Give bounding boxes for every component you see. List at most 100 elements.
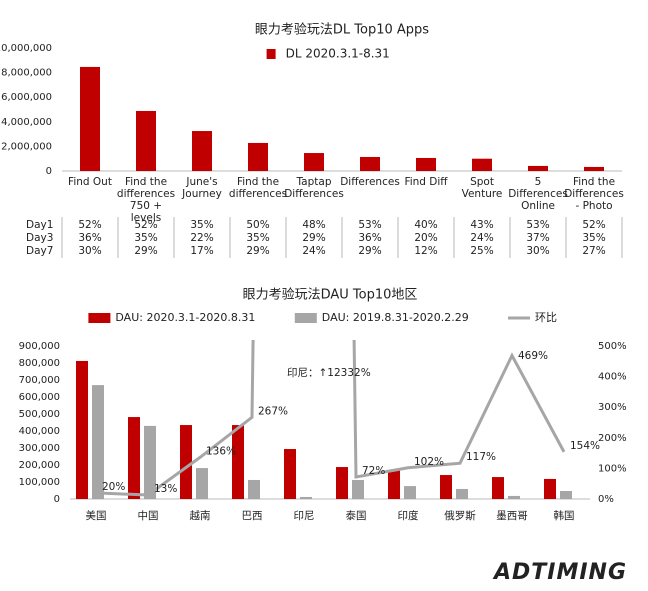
table-cell: 52%	[78, 219, 101, 231]
bar	[300, 496, 312, 499]
legend-label: DAU: 2020.3.1-2020.8.31	[115, 311, 255, 324]
x-tick-label: 泰国	[345, 510, 367, 522]
legend-label: DL 2020.3.1-8.31	[286, 47, 390, 61]
data-label: 154%	[570, 440, 600, 452]
bar	[232, 425, 244, 499]
x-tick-label: 美国	[85, 510, 107, 522]
table-cell: 20%	[414, 232, 437, 244]
y-tick-label: 10,000,000	[0, 43, 52, 54]
x-tick-label: 巴西	[241, 510, 263, 522]
logo: ADTIMING	[492, 560, 627, 585]
row-label: Day1	[26, 219, 53, 231]
data-label: 13%	[154, 483, 177, 495]
y-tick-label: 6,000,000	[1, 92, 52, 103]
bar	[248, 479, 260, 499]
row-label: Day3	[26, 232, 53, 244]
x-label-box: 泰国	[345, 510, 367, 522]
table-cell: 25%	[470, 245, 493, 257]
table-cell: 29%	[302, 232, 325, 244]
chart-title: 眼力考验玩法DL Top10 Apps	[255, 22, 429, 38]
x-label-box: Find Out	[68, 176, 112, 188]
bar	[76, 360, 88, 499]
y2-tick-label: 400%	[598, 372, 627, 383]
bar	[416, 157, 436, 171]
data-label: 117%	[466, 451, 496, 463]
y-tick-label: 800,000	[19, 358, 60, 369]
x-tick-label: 韩国	[553, 510, 575, 522]
x-tick-label: Find Out	[68, 176, 112, 188]
table-cell: 30%	[526, 245, 549, 257]
table-cell: 17%	[190, 245, 213, 257]
bar	[128, 417, 140, 499]
x-label-box: Find the Differences - Photo	[564, 176, 624, 212]
bar	[544, 478, 556, 499]
y-tick-label: 600,000	[19, 392, 60, 403]
x-label-box: 越南	[189, 510, 211, 522]
x-tick-label: June's Journey	[182, 176, 222, 200]
bar	[284, 449, 296, 499]
x-label-box: 印度	[398, 510, 419, 522]
table-cell: 50%	[246, 219, 269, 231]
x-label-box: 中国	[137, 510, 159, 522]
y2-tick-label: 300%	[598, 402, 627, 413]
x-label-box: 5 Differences Online	[508, 176, 568, 212]
bar	[560, 491, 572, 499]
table-cell: 29%	[246, 245, 269, 257]
x-tick-label: Differences	[340, 176, 400, 188]
legend-label: DAU: 2019.8.31-2020.2.29	[322, 311, 469, 324]
bar	[528, 165, 548, 171]
table-cell: 43%	[470, 219, 493, 231]
table-cell: 30%	[78, 245, 101, 257]
table-cell: 36%	[358, 232, 381, 244]
x-tick-label: Taptap Differences	[284, 176, 344, 200]
y-tick-label: 700,000	[19, 375, 60, 386]
table-cell: 53%	[358, 219, 381, 231]
data-label: 267%	[258, 405, 288, 417]
x-tick-label: Spot Venture	[461, 176, 503, 200]
bar	[248, 142, 268, 171]
x-label-box: Spot Venture	[461, 176, 503, 200]
table-cell: 35%	[246, 232, 269, 244]
row-label: Day7	[26, 245, 53, 257]
table-cell: 24%	[470, 232, 493, 244]
table-cell: 48%	[302, 219, 325, 231]
bar	[404, 486, 416, 499]
bar	[336, 467, 348, 499]
y-tick-label: 0	[54, 494, 60, 505]
x-tick-label: Find the Differences - Photo	[564, 176, 624, 212]
y-tick-label: 100,000	[19, 477, 60, 488]
x-label-box: Find the differences 750 + levels	[117, 176, 175, 224]
legend-swatch	[266, 49, 276, 59]
table-cell: 52%	[134, 219, 157, 231]
y-tick-label: 200,000	[19, 460, 60, 471]
legend-label: 环比	[535, 311, 557, 324]
bar	[352, 479, 364, 499]
bar	[508, 495, 520, 499]
bar	[456, 488, 468, 499]
y2-tick-label: 0%	[598, 494, 614, 505]
x-label-box: 印尼	[294, 510, 315, 522]
data-label: 印尼：↑12332%	[287, 367, 371, 379]
table-cell: 37%	[526, 232, 549, 244]
bar	[92, 385, 104, 499]
bar	[440, 475, 452, 499]
x-tick-label: 墨西哥	[496, 510, 528, 522]
table-cell: 35%	[134, 232, 157, 244]
bar	[196, 468, 208, 499]
x-tick-label: 5 Differences Online	[508, 176, 568, 212]
legend-swatch	[294, 313, 317, 323]
x-tick-label: 越南	[189, 510, 211, 522]
y-tick-label: 300,000	[19, 443, 60, 454]
bar	[80, 66, 100, 171]
y2-tick-label: 100%	[598, 463, 627, 474]
table-cell: 29%	[358, 245, 381, 257]
data-label: 20%	[102, 481, 125, 493]
y-tick-label: 400,000	[19, 426, 60, 437]
bar	[492, 477, 504, 499]
x-label-box: 巴西	[241, 510, 263, 522]
x-tick-label: 中国	[137, 510, 159, 522]
table-cell: 36%	[78, 232, 101, 244]
table-cell: 12%	[414, 245, 437, 257]
x-tick-label: 俄罗斯	[444, 510, 476, 522]
